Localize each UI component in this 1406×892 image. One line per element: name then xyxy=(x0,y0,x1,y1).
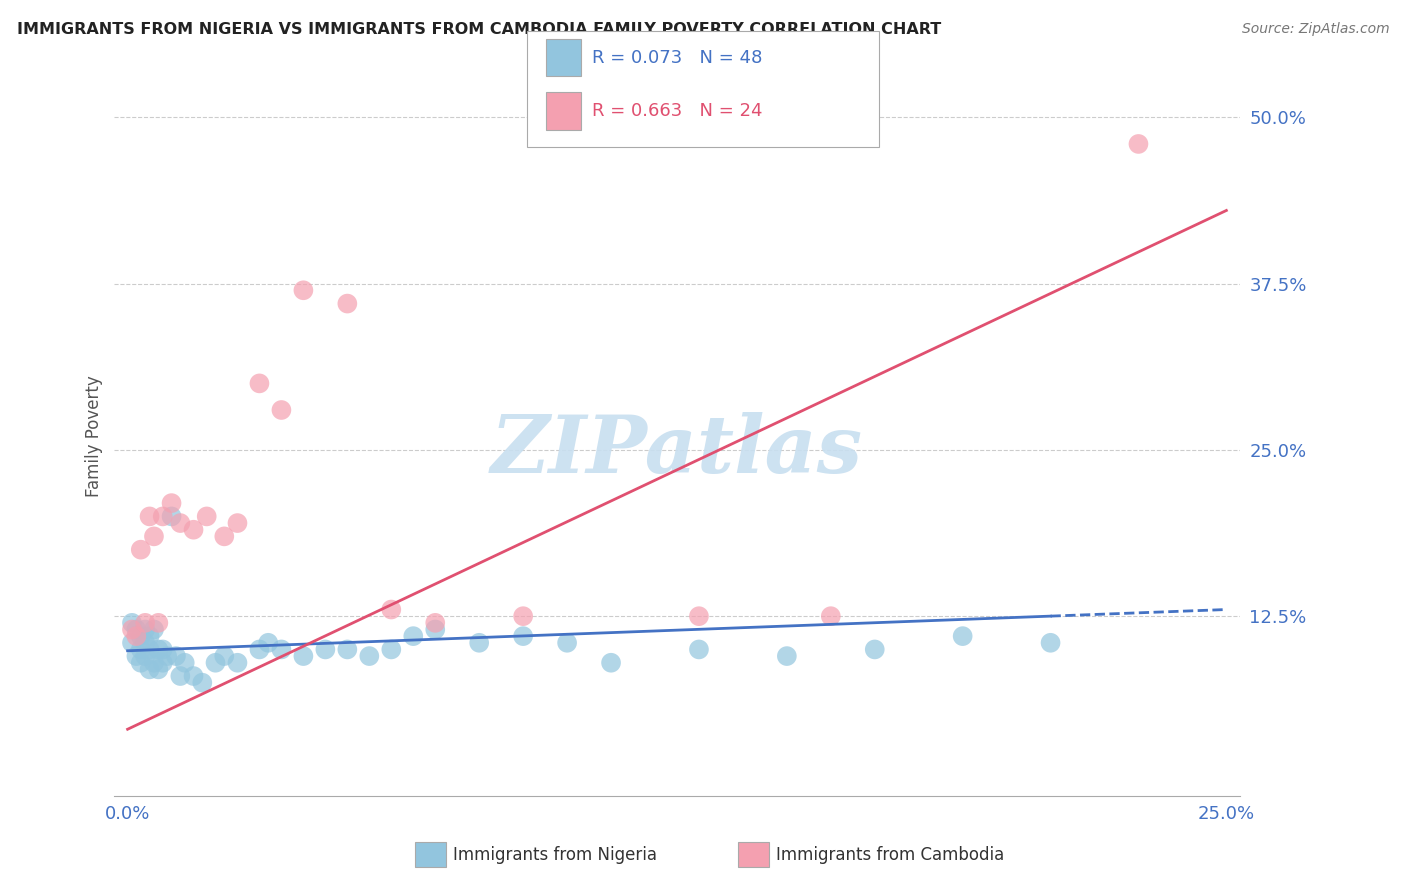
Point xyxy=(512,629,534,643)
Point xyxy=(138,642,160,657)
Point xyxy=(169,516,191,530)
Point xyxy=(336,296,359,310)
Text: IMMIGRANTS FROM NIGERIA VS IMMIGRANTS FROM CAMBODIA FAMILY POVERTY CORRELATION C: IMMIGRANTS FROM NIGERIA VS IMMIGRANTS FR… xyxy=(17,22,941,37)
Point xyxy=(204,656,226,670)
Point xyxy=(125,649,148,664)
Point xyxy=(226,656,249,670)
Point xyxy=(195,509,218,524)
Point xyxy=(1039,636,1062,650)
Point xyxy=(152,656,174,670)
Point xyxy=(600,656,623,670)
Point xyxy=(468,636,491,650)
Text: Immigrants from Cambodia: Immigrants from Cambodia xyxy=(776,846,1004,863)
Point xyxy=(134,623,156,637)
Point xyxy=(688,642,710,657)
Point xyxy=(952,629,974,643)
Point xyxy=(138,509,160,524)
Point xyxy=(169,669,191,683)
Point xyxy=(138,629,160,643)
Point xyxy=(359,649,381,664)
Point xyxy=(125,623,148,637)
Point xyxy=(143,623,166,637)
Point xyxy=(143,656,166,670)
Point xyxy=(121,615,143,630)
Point xyxy=(148,615,170,630)
Text: Source: ZipAtlas.com: Source: ZipAtlas.com xyxy=(1241,22,1389,37)
Point xyxy=(1128,136,1150,151)
Point xyxy=(555,636,578,650)
Point xyxy=(380,602,402,616)
Point xyxy=(160,496,183,510)
Point xyxy=(183,669,205,683)
Point xyxy=(134,615,156,630)
Y-axis label: Family Poverty: Family Poverty xyxy=(86,376,103,498)
Point xyxy=(425,615,447,630)
Point xyxy=(292,649,315,664)
Point xyxy=(152,642,174,657)
Point xyxy=(121,636,143,650)
Point xyxy=(183,523,205,537)
Point xyxy=(688,609,710,624)
Point xyxy=(249,376,271,391)
Point xyxy=(160,509,183,524)
Point xyxy=(292,283,315,297)
Point xyxy=(143,529,166,543)
Text: Immigrants from Nigeria: Immigrants from Nigeria xyxy=(453,846,657,863)
Point xyxy=(270,403,292,417)
Point xyxy=(314,642,336,657)
Point xyxy=(152,509,174,524)
Point xyxy=(226,516,249,530)
Point xyxy=(512,609,534,624)
Point xyxy=(257,636,280,650)
Point xyxy=(402,629,425,643)
Point xyxy=(863,642,886,657)
Point xyxy=(134,636,156,650)
Point xyxy=(138,662,160,676)
Point xyxy=(148,642,170,657)
Point xyxy=(129,656,152,670)
Point xyxy=(270,642,292,657)
Point xyxy=(173,656,195,670)
Point xyxy=(129,642,152,657)
Point xyxy=(156,649,179,664)
Point xyxy=(820,609,842,624)
Point xyxy=(776,649,799,664)
Text: ZIPatlas: ZIPatlas xyxy=(491,412,863,490)
Text: R = 0.073   N = 48: R = 0.073 N = 48 xyxy=(592,49,762,67)
Point xyxy=(125,629,148,643)
Point xyxy=(165,649,187,664)
Text: R = 0.663   N = 24: R = 0.663 N = 24 xyxy=(592,103,762,120)
Point xyxy=(129,542,152,557)
Point xyxy=(134,649,156,664)
Point xyxy=(121,623,143,637)
Point xyxy=(214,649,236,664)
Point xyxy=(191,675,214,690)
Point xyxy=(214,529,236,543)
Point xyxy=(129,629,152,643)
Point xyxy=(336,642,359,657)
Point xyxy=(425,623,447,637)
Point xyxy=(148,662,170,676)
Point xyxy=(380,642,402,657)
Point xyxy=(249,642,271,657)
